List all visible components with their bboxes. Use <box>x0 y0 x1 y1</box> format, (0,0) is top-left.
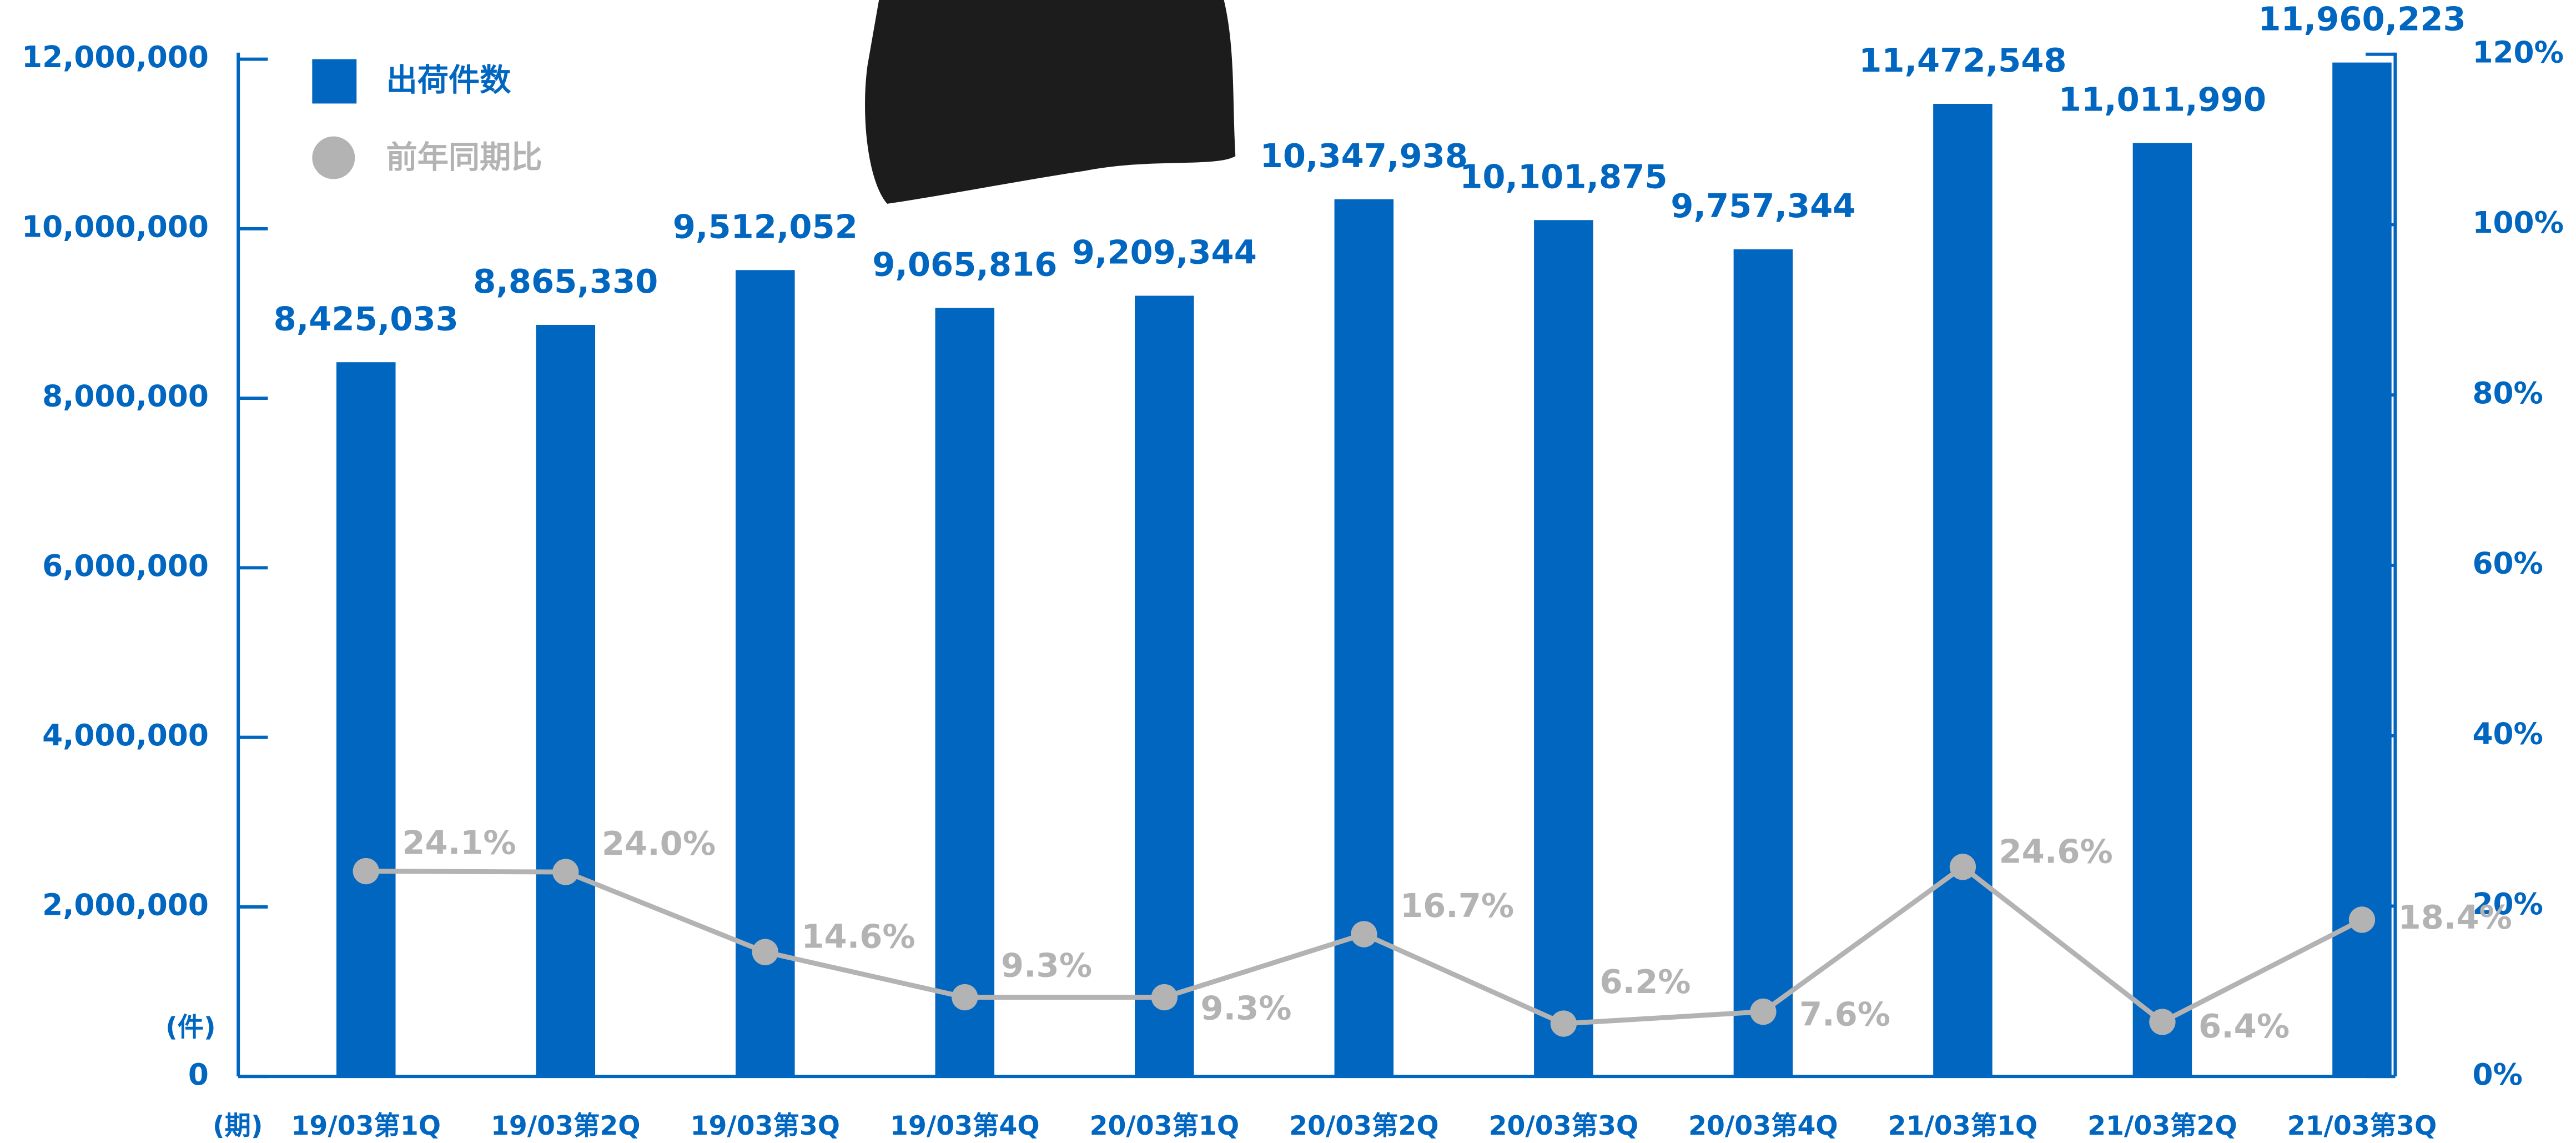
bar-value-label: 10,101,875 <box>1460 157 1667 195</box>
bar-value-label: 10,347,938 <box>1260 137 1468 175</box>
y-tick-label: 12,000,000 <box>22 40 209 74</box>
bar-value-label: 8,865,330 <box>473 262 658 300</box>
line-value-label: 6.2% <box>1599 962 1690 1001</box>
y2-tick-label: 80% <box>2472 376 2543 410</box>
x-tick-label: 19/03第1Q <box>291 1111 441 1141</box>
x-unit-label: (期) <box>213 1111 263 1141</box>
line-point <box>353 858 379 885</box>
line-point <box>2149 1009 2176 1035</box>
bar-value-label: 11,472,548 <box>1859 41 2066 79</box>
bar <box>1534 220 1593 1077</box>
line-value-label: 16.7% <box>1400 886 1514 925</box>
x-tick-label: 19/03第4Q <box>890 1111 1040 1141</box>
x-tick-label: 21/03第3Q <box>2287 1111 2437 1141</box>
photo <box>865 0 1236 204</box>
bar-value-label: 8,425,033 <box>274 299 459 338</box>
bar <box>935 308 995 1077</box>
line-value-label: 14.6% <box>801 918 915 956</box>
line-value-label: 24.6% <box>1999 832 2113 870</box>
x-tick-label: 21/03第2Q <box>2087 1111 2237 1141</box>
bar-value-label: 9,209,344 <box>1072 233 1257 272</box>
bar <box>1733 249 1793 1077</box>
y2-tick-label: 40% <box>2472 716 2543 751</box>
bar-value-label: 11,960,223 <box>2258 0 2466 38</box>
y-tick-label: 2,000,000 <box>42 888 209 923</box>
bar <box>1135 295 1194 1077</box>
bar <box>2132 143 2192 1077</box>
x-tick-label: 20/03第2Q <box>1289 1111 1439 1141</box>
x-tick-label: 19/03第3Q <box>691 1111 841 1141</box>
y2-tick-label: 100% <box>2472 205 2564 240</box>
x-tick-label: 20/03第3Q <box>1489 1111 1639 1141</box>
line-value-label: 7.6% <box>1799 995 1890 1034</box>
y-tick-label: 4,000,000 <box>42 718 209 753</box>
y-tick-label: 0 <box>188 1057 209 1092</box>
line-point <box>952 984 978 1011</box>
line-value-label: 6.4% <box>2198 1007 2290 1045</box>
x-tick-label: 20/03第1Q <box>1090 1111 1240 1141</box>
y-tick-label: 8,000,000 <box>42 379 209 414</box>
line-point <box>1351 921 1377 948</box>
line-value-label: 9.3% <box>1200 989 1291 1027</box>
x-tick-label: 19/03第2Q <box>491 1111 641 1141</box>
bar-value-label: 11,011,990 <box>2059 80 2266 118</box>
y-tick-label: 10,000,000 <box>22 209 209 244</box>
line-value-label: 9.3% <box>1001 946 1092 984</box>
legend-label: 前年同期比 <box>386 140 542 176</box>
line-value-label: 24.1% <box>402 823 516 861</box>
line-value-label: 24.0% <box>602 824 716 863</box>
bar <box>1933 104 1993 1077</box>
legend-swatch <box>312 59 357 104</box>
line-value-label: 18.4% <box>2398 898 2512 936</box>
y-unit-label: (件) <box>165 1012 216 1042</box>
y-tick-label: 6,000,000 <box>42 549 209 583</box>
y2-tick-label: 120% <box>2472 35 2564 69</box>
bar <box>536 324 596 1077</box>
x-tick-label: 21/03第1Q <box>1888 1111 2038 1141</box>
line-point <box>552 859 579 885</box>
legend-label: 出荷件数 <box>386 63 511 99</box>
bar-value-label: 9,512,052 <box>673 207 858 245</box>
y2-tick-label: 60% <box>2472 547 2543 581</box>
line-point <box>752 939 778 965</box>
bar-value-label: 9,065,816 <box>872 245 1057 284</box>
line-point <box>1750 998 1777 1025</box>
line-point <box>2348 906 2376 933</box>
line-point <box>1949 854 1976 880</box>
x-tick-label: 20/03第4Q <box>1688 1111 1838 1141</box>
bar <box>336 362 396 1077</box>
line-point <box>1151 984 1178 1011</box>
legend-swatch <box>312 136 355 179</box>
y2-tick-label: 0% <box>2472 1057 2522 1092</box>
y2-tick-label: 20% <box>2472 887 2543 921</box>
line-point <box>1550 1010 1577 1037</box>
bar-value-label: 9,757,344 <box>1671 187 1855 225</box>
